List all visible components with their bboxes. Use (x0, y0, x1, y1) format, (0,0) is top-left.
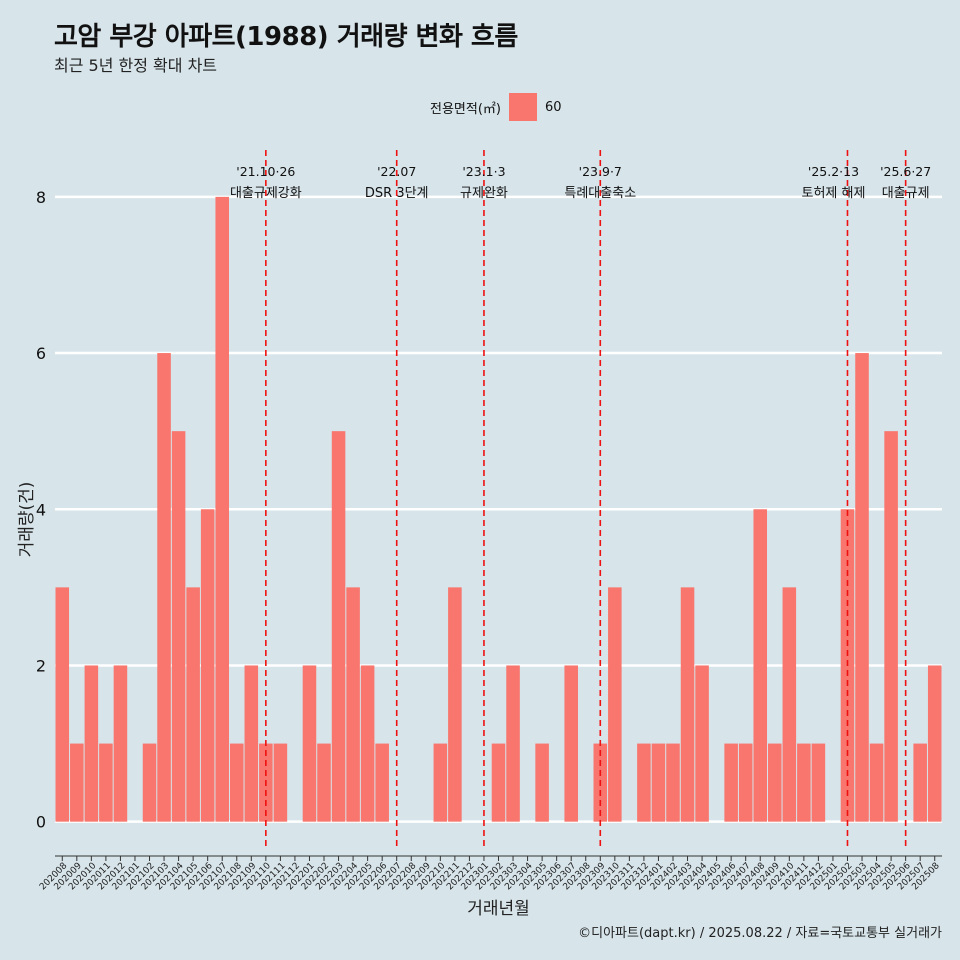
bar (186, 587, 200, 822)
event-label: DSR 3단계 (365, 186, 429, 201)
bar (70, 743, 84, 822)
event-date: '25.6·27 (880, 164, 931, 179)
bar (782, 587, 797, 822)
bar (738, 743, 753, 822)
source-caption: ©디아파트(dapt.kr) / 2025.08.22 / 자료=국토교통부 실… (578, 926, 942, 941)
bar (680, 587, 695, 822)
event-label: 대출규제 (882, 186, 930, 201)
legend-label: 60 (544, 99, 562, 115)
bar (157, 353, 171, 822)
y-tick-label: 4 (36, 500, 46, 519)
event-date: '21.10·26 (236, 164, 295, 179)
legend: 전용면적(㎡) 60 (430, 93, 562, 121)
y-axis-title: 거래량(건) (17, 482, 37, 558)
y-tick-label: 0 (36, 813, 46, 832)
bar (360, 665, 375, 822)
bar (695, 665, 709, 822)
y-tick-label: 8 (36, 188, 46, 207)
bar (506, 665, 520, 822)
event-label: 토허제 해제 (802, 186, 866, 201)
bar (302, 665, 317, 822)
bar (317, 743, 331, 822)
bar (171, 431, 186, 822)
event-label: 규제완화 (460, 186, 508, 201)
event-date: '25.2·13 (808, 164, 859, 179)
bar (724, 743, 738, 822)
bar (753, 509, 768, 822)
chart-subtitle: 최근 5년 한정 확대 차트 (54, 56, 218, 75)
y-tick-label: 2 (36, 656, 46, 675)
bar (142, 743, 157, 822)
x-axis-title: 거래년월 (467, 899, 530, 919)
event-label: 특례대출축소 (564, 186, 636, 201)
event-label: 대출규제강화 (230, 186, 302, 201)
legend-title: 전용면적(㎡) (430, 101, 501, 117)
bar (84, 665, 99, 822)
bar (564, 665, 578, 822)
bar (273, 743, 288, 822)
bar (346, 587, 360, 822)
legend-swatch (508, 93, 537, 121)
bar (535, 743, 549, 822)
event-date: '22.07 (377, 164, 416, 179)
bar (113, 665, 128, 822)
bar (855, 353, 869, 822)
bar (448, 587, 462, 822)
bar (768, 743, 782, 822)
bar (651, 743, 666, 822)
bar (375, 743, 389, 822)
bar (666, 743, 680, 822)
y-tick-label: 6 (36, 344, 46, 363)
bar (433, 743, 448, 822)
bar (884, 431, 898, 822)
bar (637, 743, 651, 822)
bar (229, 743, 244, 822)
chart-title: 고암 부강 아파트(1988) 거래량 변화 흐름 (54, 22, 518, 52)
bar (608, 587, 622, 822)
bar (927, 665, 942, 822)
event-date: '23.1·3 (462, 164, 505, 179)
bar (913, 743, 927, 822)
bar (244, 665, 259, 822)
bar (869, 743, 884, 822)
bar (215, 196, 229, 822)
bar (55, 587, 70, 822)
bar (99, 743, 113, 822)
bar (491, 743, 506, 822)
bar (331, 431, 346, 822)
event-date: '23.9·7 (579, 164, 622, 179)
bar (811, 743, 826, 822)
bar (797, 743, 811, 822)
bar (200, 509, 215, 822)
